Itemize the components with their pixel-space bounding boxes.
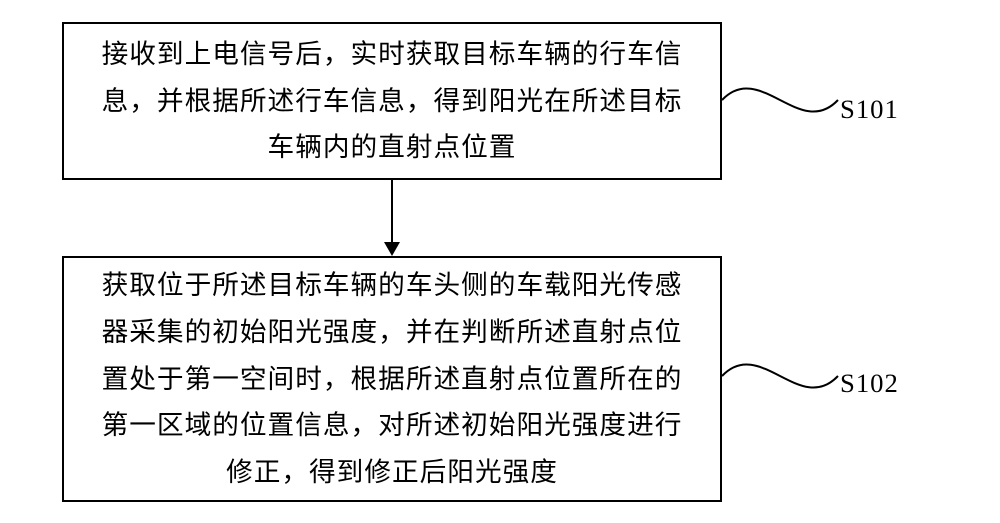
connector-curves xyxy=(0,0,1000,523)
step-label-s101: S101 xyxy=(840,94,899,125)
connector-s101 xyxy=(722,88,838,111)
step-label-s102: S102 xyxy=(840,368,899,399)
flowchart-canvas: 接收到上电信号后，实时获取目标车辆的行车信息，并根据所述行车信息，得到阳光在所述… xyxy=(0,0,1000,523)
connector-s102 xyxy=(722,364,838,387)
